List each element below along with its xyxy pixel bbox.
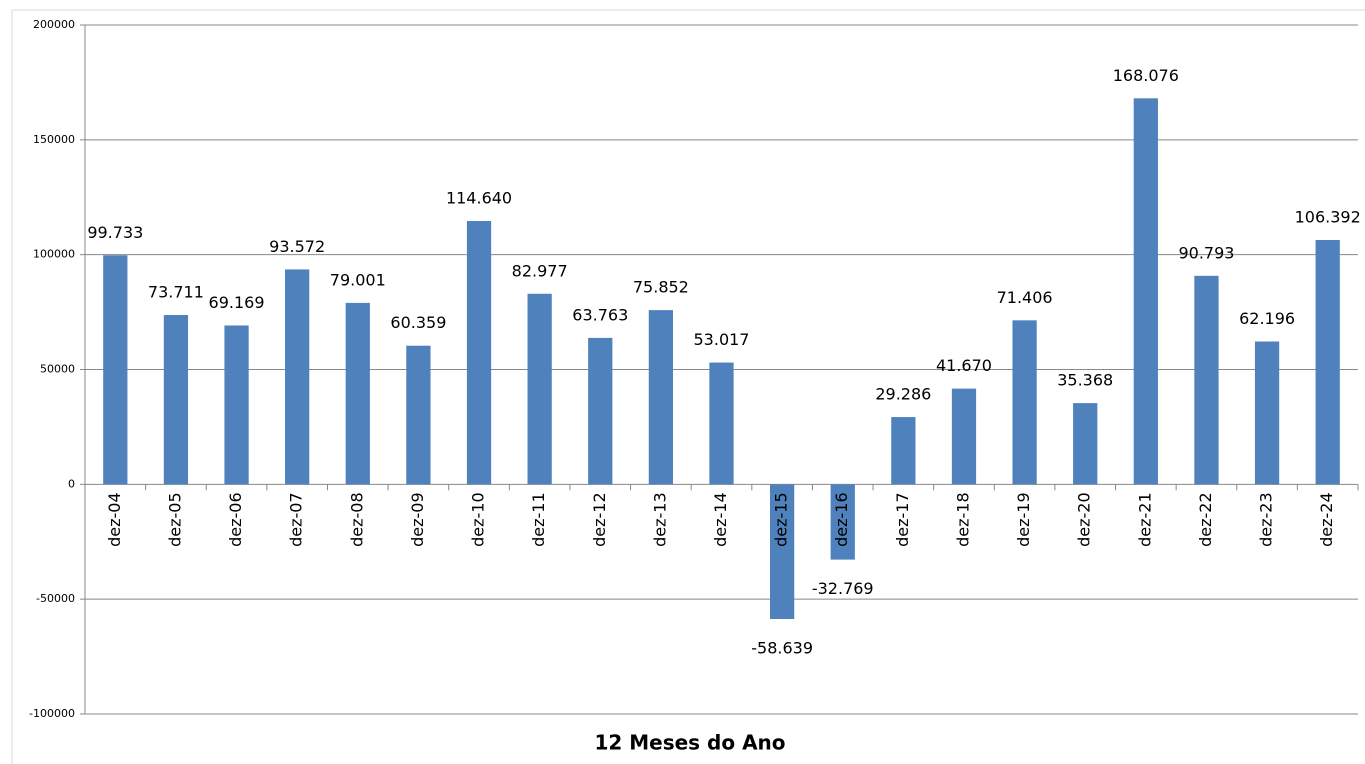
bar <box>588 337 613 485</box>
x-tick-label: dez-06 <box>226 492 245 547</box>
bar <box>1254 341 1280 485</box>
data-label: 41.670 <box>936 356 992 375</box>
x-tick-label: dez-24 <box>1317 492 1336 547</box>
data-label: 79.001 <box>330 270 386 289</box>
bar <box>1073 403 1098 485</box>
data-label: 62.196 <box>1239 309 1295 328</box>
data-label: 75.852 <box>633 278 689 297</box>
data-label: 29.286 <box>875 385 931 404</box>
bar <box>224 325 249 485</box>
x-tick-label: dez-23 <box>1257 492 1276 547</box>
bar <box>648 310 674 485</box>
bar <box>345 302 370 485</box>
y-tick-label: 100000 <box>33 248 75 261</box>
bar <box>951 388 977 485</box>
x-tick-label: dez-13 <box>650 492 669 547</box>
x-tick-label: dez-04 <box>105 492 124 547</box>
data-label: 82.977 <box>512 261 568 280</box>
data-label: 60.359 <box>390 313 446 332</box>
x-axis-title: 12 Meses do Ano <box>594 731 785 755</box>
bar <box>1315 239 1340 485</box>
y-tick-label: 150000 <box>33 133 75 146</box>
bar <box>1012 320 1037 485</box>
y-tick-label: 0 <box>68 477 75 490</box>
x-tick-label: dez-14 <box>711 492 730 547</box>
x-tick-label: dez-08 <box>347 492 366 547</box>
x-tick-label: dez-05 <box>165 492 184 547</box>
bar <box>103 255 128 485</box>
x-tick-label: dez-22 <box>1196 492 1215 547</box>
bar <box>406 345 431 485</box>
bar <box>466 221 492 485</box>
y-tick-label: 50000 <box>40 363 75 376</box>
x-tick-label: dez-17 <box>893 492 912 547</box>
data-label: 106.392 <box>1295 207 1361 226</box>
bar <box>285 269 310 485</box>
bar <box>163 315 189 485</box>
x-tick-label: dez-16 <box>832 492 851 547</box>
data-label: 73.711 <box>148 283 204 302</box>
bar <box>709 362 734 485</box>
data-label: 114.640 <box>446 189 512 208</box>
data-label: -32.769 <box>812 579 874 598</box>
y-tick-label: 200000 <box>33 18 75 31</box>
x-tick-label: dez-10 <box>469 492 488 547</box>
data-label: 90.793 <box>1178 243 1234 262</box>
data-label: 71.406 <box>997 288 1053 307</box>
data-label: 168.076 <box>1113 66 1179 85</box>
data-label: -58.639 <box>751 639 813 658</box>
data-label: 69.169 <box>209 293 265 312</box>
x-tick-label: dez-11 <box>529 492 548 547</box>
x-tick-label: dez-19 <box>1014 492 1033 547</box>
data-label: 93.572 <box>269 237 325 256</box>
bar <box>1133 98 1158 485</box>
chart-frame <box>11 9 1365 764</box>
bar <box>1194 275 1219 485</box>
x-tick-label: dez-15 <box>772 492 791 547</box>
bar <box>527 293 552 485</box>
bar <box>830 484 855 560</box>
bar <box>769 484 795 620</box>
x-tick-label: dez-09 <box>408 492 427 547</box>
x-tick-label: dez-07 <box>287 492 306 547</box>
bar <box>891 417 916 485</box>
data-label: 99.733 <box>87 223 143 242</box>
data-label: 53.017 <box>694 330 750 349</box>
data-label: 35.368 <box>1057 371 1113 390</box>
y-tick-label: -50000 <box>36 592 75 605</box>
y-tick-label: -100000 <box>29 707 75 720</box>
x-tick-label: dez-21 <box>1135 492 1154 547</box>
x-tick-label: dez-18 <box>953 492 972 547</box>
data-label: 63.763 <box>572 305 628 324</box>
x-tick-label: dez-20 <box>1075 492 1094 547</box>
x-tick-label: dez-12 <box>590 492 609 547</box>
